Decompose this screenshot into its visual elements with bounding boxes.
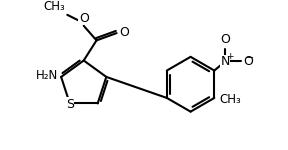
Text: −: − [246,53,254,63]
Text: O: O [119,26,129,39]
Text: CH₃: CH₃ [219,93,241,106]
Text: H₂N: H₂N [36,69,58,82]
Text: methyl: methyl [65,12,70,13]
Text: O: O [244,55,253,68]
Text: N: N [221,55,230,68]
Text: S: S [66,98,74,111]
Text: +: + [226,52,234,61]
Text: O: O [79,12,89,25]
Text: CH₃: CH₃ [44,0,65,13]
Text: O: O [220,33,230,46]
